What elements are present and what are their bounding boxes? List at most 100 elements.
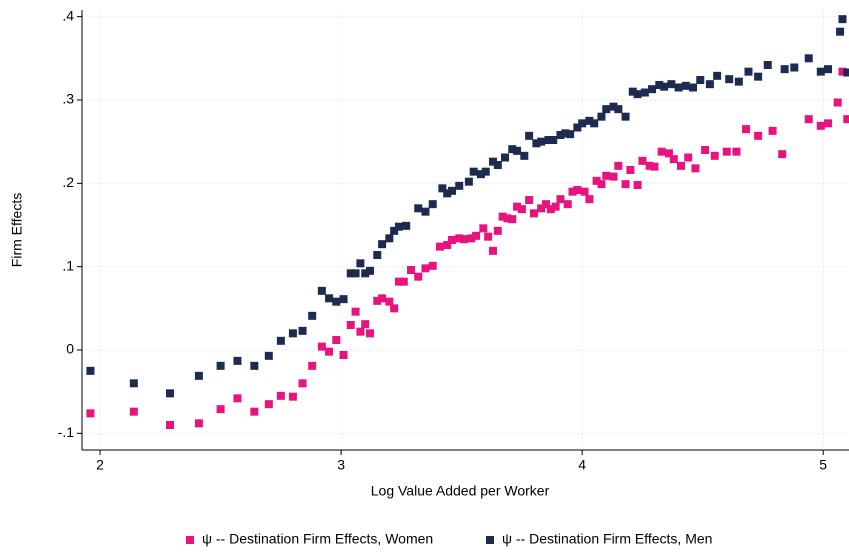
point [568, 187, 577, 196]
point [804, 115, 813, 124]
point [402, 221, 411, 230]
point [484, 232, 493, 241]
point [346, 269, 355, 278]
point [546, 205, 555, 214]
point [351, 269, 360, 278]
point [669, 155, 678, 164]
point [573, 123, 582, 132]
point [597, 180, 606, 189]
point [645, 161, 654, 170]
point [655, 81, 664, 89]
point [542, 200, 551, 209]
point [394, 277, 403, 286]
point [556, 195, 565, 204]
point [308, 361, 317, 370]
point [838, 67, 847, 76]
point [684, 153, 693, 162]
point [691, 164, 700, 173]
y-tick-label: .3 [62, 91, 74, 107]
y-tick-label: .2 [62, 174, 74, 190]
y-tick-label: .4 [62, 7, 74, 23]
point [233, 394, 242, 403]
point [339, 351, 348, 359]
point [129, 407, 138, 416]
point [233, 356, 242, 365]
point [657, 147, 666, 156]
point [421, 207, 430, 216]
point [676, 161, 685, 170]
point [378, 240, 387, 249]
point [373, 251, 382, 259]
point [549, 136, 558, 144]
point [165, 421, 174, 429]
point [640, 88, 649, 97]
point [356, 327, 365, 336]
point [804, 54, 813, 63]
point [428, 261, 437, 270]
point [609, 102, 618, 111]
point [165, 389, 174, 398]
point [592, 176, 601, 185]
point [467, 234, 476, 243]
legend-marker [486, 536, 494, 544]
y-axis-title: Firm Effects [9, 193, 25, 267]
point [768, 126, 777, 135]
point [778, 150, 787, 159]
point [537, 204, 546, 213]
point [129, 379, 138, 388]
point [472, 231, 481, 240]
point [421, 264, 430, 273]
point [580, 187, 589, 196]
point [298, 326, 307, 335]
point [366, 329, 375, 338]
point [493, 161, 502, 169]
point [86, 366, 95, 375]
point [725, 75, 734, 84]
point [513, 146, 522, 155]
point [609, 172, 618, 181]
point [563, 200, 572, 209]
point [674, 83, 683, 92]
point [734, 77, 743, 86]
x-tick-label: 5 [819, 457, 827, 473]
point [414, 272, 423, 281]
point [513, 202, 522, 211]
point [689, 83, 698, 92]
x-tick-label: 4 [578, 457, 586, 473]
point [438, 184, 447, 193]
point [578, 119, 587, 128]
point [667, 80, 676, 89]
point [648, 85, 657, 94]
point [696, 76, 705, 84]
point [428, 200, 437, 209]
point [390, 226, 399, 235]
point [194, 419, 203, 428]
point [86, 409, 95, 418]
point [517, 205, 526, 214]
point [843, 115, 849, 124]
point [566, 130, 575, 139]
point [276, 391, 285, 400]
point [710, 151, 719, 160]
point [414, 204, 423, 213]
point [744, 67, 753, 76]
point [780, 65, 789, 74]
point [602, 105, 611, 114]
x-axis-title: Log Value Added per Worker [371, 483, 550, 499]
point [435, 242, 444, 251]
point [325, 347, 334, 356]
point [325, 294, 334, 303]
point [602, 171, 611, 180]
point [298, 379, 307, 388]
point [824, 65, 833, 74]
point [385, 297, 394, 306]
point [460, 235, 469, 244]
x-tick-label: 3 [337, 457, 345, 473]
point [650, 162, 659, 171]
x-tick-label: 2 [96, 457, 104, 473]
point [742, 125, 751, 134]
point [399, 277, 408, 286]
legend-marker [186, 536, 194, 544]
point [394, 222, 403, 231]
